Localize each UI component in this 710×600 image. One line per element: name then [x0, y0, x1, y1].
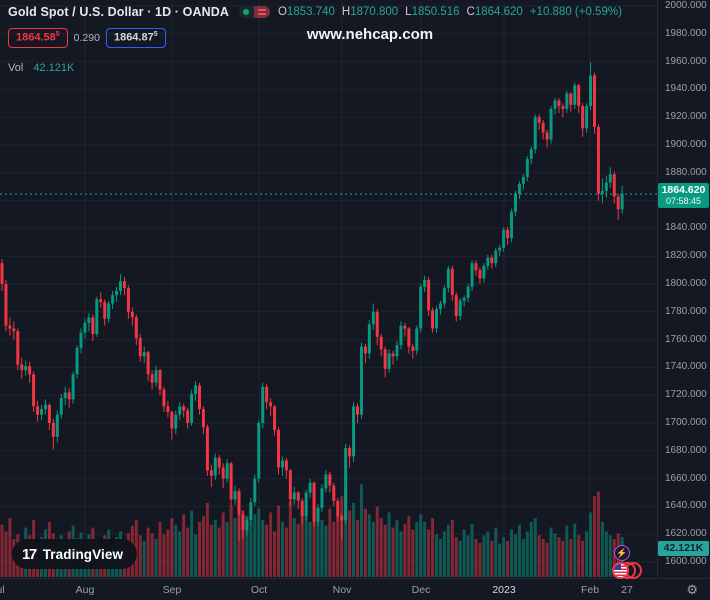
axis-settings-gear-icon[interactable]: ⚙: [686, 582, 698, 597]
time-axis-label: Aug: [75, 584, 95, 596]
market-status-toggle[interactable]: [238, 6, 270, 18]
lightning-event-icon[interactable]: ⚡: [614, 545, 630, 561]
volume-axis-tag: 42.121K: [658, 540, 709, 556]
price-axis-label: 1900.000: [665, 139, 707, 150]
close-value: C1864.620: [466, 6, 523, 18]
price-axis-label: 1980.000: [665, 27, 707, 39]
ohlc-values: O1853.740 H1870.800 L1850.516 C1864.620 …: [278, 6, 622, 18]
volume-label: Vol: [8, 61, 24, 74]
price-axis-label: 1880.000: [665, 166, 707, 178]
time-axis-label: Oct: [250, 584, 268, 596]
tradingview-mark-icon: 17: [22, 545, 37, 563]
spread-value: 0.290: [73, 31, 100, 44]
pause-icon: [253, 6, 270, 18]
symbol-title[interactable]: Gold Spot / U.S. Dollar · 1D · OANDA: [8, 5, 229, 19]
bar-countdown: 07:58:45: [665, 196, 702, 207]
price-axis-label: 1640.000: [665, 500, 707, 512]
high-value: H1870.800: [341, 6, 399, 18]
price-axis-label: 1680.000: [665, 444, 707, 456]
bid-price-button[interactable]: 1864.585: [8, 28, 68, 48]
tradingview-logo-text: TradingView: [42, 546, 124, 562]
market-open-dot-icon: [238, 6, 254, 18]
current-price: 1864.620: [661, 184, 706, 197]
price-axis-label: 1820.000: [665, 250, 707, 262]
price-axis-label: 1960.000: [665, 55, 707, 67]
low-value: L1850.516: [405, 6, 460, 18]
chart-legend: Gold Spot / U.S. Dollar · 1D · OANDA O18…: [8, 4, 622, 74]
price-axis-label: 1720.000: [665, 389, 707, 401]
candlestick-chart[interactable]: [0, 0, 657, 578]
price-axis-label: 1920.000: [665, 111, 707, 123]
price-axis-label: 1660.000: [665, 472, 707, 484]
price-axis-label: 1800.000: [665, 278, 707, 289]
watermark: www.nehcap.com: [306, 26, 434, 43]
time-axis-label: 2023: [492, 584, 516, 596]
price-axis-label: 1740.000: [665, 361, 707, 373]
change-value: +10.880 (+0.59%): [529, 6, 622, 18]
price-axis[interactable]: 2000.000 1980.000 1960.000 1940.000 1920.000…: [657, 0, 710, 578]
time-axis-label: Jul: [0, 584, 5, 596]
us-flag-icon: [612, 562, 629, 579]
tradingview-logo[interactable]: 17 TradingView: [12, 539, 138, 569]
price-axis-label: 1780.000: [665, 305, 707, 317]
price-axis-label: 1600.000: [665, 556, 707, 567]
time-axis[interactable]: Jul Aug Sep Oct Nov Dec 2023 Feb 27 ⚙: [0, 578, 710, 600]
grid-layer: [0, 0, 657, 578]
us-economic-events-icon[interactable]: [612, 562, 644, 580]
ask-price-button[interactable]: 1864.875: [105, 28, 166, 48]
volume-value: 42.121K: [33, 61, 75, 74]
price-axis-label: 1760.000: [665, 333, 707, 345]
price-axis-label: 1620.000: [665, 528, 707, 540]
price-axis-label: 1940.000: [665, 83, 707, 95]
volume-legend[interactable]: Vol 42.121K: [8, 62, 622, 74]
candle-layer: [0, 62, 624, 542]
open-value: O1853.740: [277, 6, 335, 18]
price-axis-label: 2000.000: [665, 0, 707, 11]
time-axis-label: Sep: [162, 584, 182, 596]
time-axis-label: Nov: [332, 584, 352, 596]
time-axis-label: Feb: [580, 584, 600, 596]
price-axis-label: 1840.000: [665, 222, 707, 234]
time-axis-label: 27: [621, 584, 633, 596]
price-axis-label: 1700.000: [665, 417, 707, 428]
time-axis-label: Dec: [411, 584, 431, 596]
current-price-tag[interactable]: 1864.620 07:58:45: [658, 183, 709, 209]
